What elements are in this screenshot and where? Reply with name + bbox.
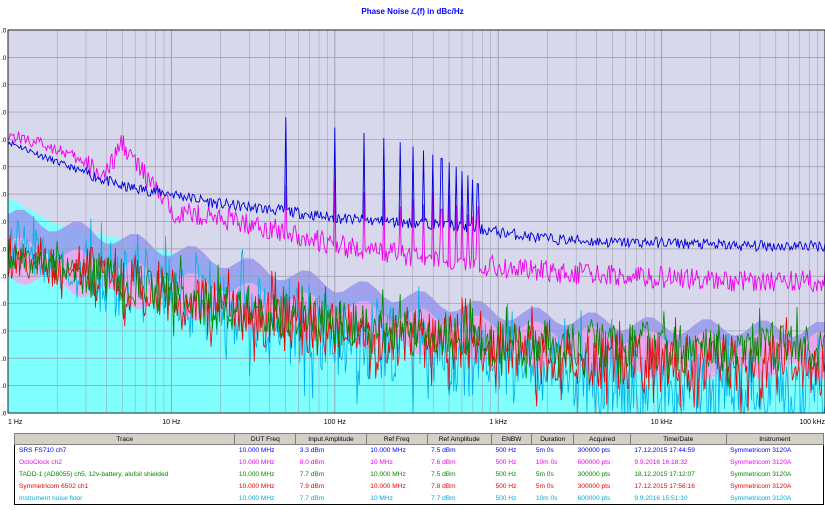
legend-cell: 9.9.2016 16:18:32 — [634, 459, 688, 467]
legend-cell: 7.7 dBm — [299, 470, 325, 478]
legend-cell: Symmetricom 3120A — [730, 459, 792, 467]
legend-header-row: Trace DUT Freq Input Amplitude Ref Freq Ref … — [13, 433, 825, 445]
chart-title: Phase Noise ℒ(f) in dBc/Hz — [361, 7, 464, 16]
legend-cell: 10 MHz — [370, 494, 393, 502]
y-tick-label: .0 — [1, 164, 7, 171]
legend-cell: 9.9.2016 15:51:10 — [634, 494, 688, 502]
series-line — [7, 131, 825, 293]
x-tick-label: 1 Hz — [8, 419, 23, 426]
legend-cell: 300000 pts — [577, 447, 611, 455]
legend-cell: 600000 pts — [577, 459, 611, 467]
y-tick-label: .0 — [1, 246, 7, 253]
legend-header-cell: DUT Freq — [234, 433, 297, 445]
legend-cell: 10m 0s — [535, 494, 558, 502]
y-tick-label: .0 — [1, 110, 7, 117]
legend-cell: 10.000 MHz — [238, 470, 275, 478]
legend-header-cell: Acquired — [573, 433, 631, 445]
legend-cell: 5m 0s — [535, 470, 554, 478]
y-tick-label: .0 — [1, 356, 7, 363]
y-tick-label: .0 — [1, 274, 7, 281]
legend-cell: 7.5 dBm — [431, 447, 456, 455]
x-tick-label: 1 kHz — [489, 419, 507, 426]
legend-cell: Instrument noise floor — [19, 494, 83, 502]
legend-cell: 7.7 dBm — [431, 494, 456, 502]
legend-cell: 5m 0s — [535, 447, 554, 455]
legend-cell: 500 Hz — [495, 470, 517, 478]
legend-cell: 7.6 dBm — [431, 459, 456, 467]
legend-row: Symmetricom 6502 ch1 10.000 MHz 7.9 dBm 10.… — [15, 480, 824, 492]
y-tick-label: .0 — [1, 28, 7, 35]
legend-cell: 500 Hz — [495, 494, 517, 502]
legend-cell: 8.0 dBm — [299, 459, 325, 467]
legend-cell: Symmetricom 3120A — [730, 494, 792, 502]
legend-cell: 10.000 MHz — [238, 447, 275, 455]
legend-row: SRS FS710 ch7 10.000 MHz 3.3 dBm 10.000 MHz… — [15, 445, 824, 457]
legend-cell: 17.12.2015 17:44:59 — [634, 447, 695, 455]
y-tick-label: .0 — [1, 137, 7, 144]
legend-cell: 10.000 MHz — [238, 494, 275, 502]
x-tick-label: 100 kHz — [799, 419, 825, 426]
legend-cell: 18.12.2015 17:12:07 — [634, 470, 695, 478]
pink-uncertainty-band — [8, 237, 825, 379]
series-line — [7, 117, 825, 253]
legend-cell: 500 Hz — [495, 482, 517, 490]
legend-cell: 300000 pts — [577, 470, 611, 478]
legend-cell: SRS FS710 ch7 — [19, 447, 67, 455]
legend-row: TADD-1 (AD8055) ch5, 12v-battery, alufoi… — [15, 469, 824, 481]
legend-cell: 10m 0s — [535, 459, 558, 467]
legend-cell: 600000 pts — [577, 494, 611, 502]
series-line — [7, 238, 825, 387]
legend-cell: Symmetricom 6502 ch1 — [19, 482, 89, 490]
legend-header-cell: Input Amplitude — [295, 433, 367, 445]
y-tick-label: .0 — [1, 328, 7, 335]
y-tick-label: .0 — [1, 82, 7, 89]
legend-cell: 500 Hz — [495, 459, 517, 467]
y-tick-label: .0 — [1, 192, 7, 199]
legend-header-cell: Ref Amplitude — [426, 433, 492, 445]
y-tick-label: .0 — [1, 301, 7, 308]
legend-cell: Symmetricom 3120A — [730, 447, 792, 455]
legend-cell: 7.5 dBm — [431, 470, 456, 478]
legend-header-cell: Duration — [531, 433, 575, 445]
legend-cell: 10.000 MHz — [370, 470, 406, 478]
legend-row: OctoClock ch2 10.000 MHz 8.0 dBm 10 MHz 7.6 … — [15, 457, 824, 469]
legend-cell: 10.000 MHz — [238, 459, 275, 467]
legend-cell: 10.000 MHz — [370, 482, 406, 490]
legend-cell: OctoClock ch2 — [19, 459, 62, 467]
legend-cell: 5m 0s — [535, 482, 554, 490]
legend-cell: 300000 pts — [577, 482, 611, 490]
legend-cell: 10.000 MHz — [238, 482, 275, 490]
y-tick-label: .0 — [1, 411, 7, 418]
plot-frame — [7, 29, 825, 414]
legend-header-cell: Ref Freq — [365, 433, 428, 445]
legend-header-cell: Trace — [13, 433, 236, 445]
trace-legend-table: Trace DUT Freq Input Amplitude Ref Freq Ref … — [13, 433, 825, 505]
y-tick-label: .0 — [1, 383, 7, 390]
legend-cell: TADD-1 (AD8055) ch5, 12v-battery, alufoi… — [19, 470, 169, 478]
x-tick-label: 100 Hz — [324, 419, 347, 426]
legend-cell: 10.000 MHz — [370, 447, 406, 455]
x-tick-label: 10 Hz — [162, 419, 181, 426]
phase-noise-plot: .0.0.0.0.0.0.0.0.0.0.0.0.0.0.01 Hz 10 Hz 1… — [1, 28, 825, 426]
legend-header-cell: Time/Date — [629, 433, 727, 445]
legend-cell: 500 Hz — [495, 447, 517, 455]
legend-row: Instrument noise floor 10.000 MHz 7.7 dBm 1… — [15, 492, 824, 504]
legend-cell: 10 MHz — [370, 459, 393, 467]
legend-cell: Symmetricom 3120A — [730, 470, 792, 478]
legend-cell: 3.3 dBm — [299, 447, 325, 455]
legend-body: SRS FS710 ch7 10.000 MHz 3.3 dBm 10.000 MHz… — [15, 445, 824, 505]
y-tick-label: .0 — [1, 55, 7, 62]
legend-cell: 17.12.2015 17:56:16 — [634, 482, 695, 490]
x-tick-label: 10 kHz — [651, 419, 673, 426]
legend-cell: 7.9 dBm — [299, 482, 325, 490]
blue-uncertainty-band — [8, 209, 825, 376]
legend-header-cell: ENBW — [490, 433, 533, 445]
legend-cell: 7.7 dBm — [299, 494, 325, 502]
legend-cell: 7.8 dBm — [431, 482, 456, 490]
legend-header-cell: Instrument — [725, 433, 825, 445]
legend-cell: Symmetricom 3120A — [730, 482, 792, 490]
y-tick-label: .0 — [1, 219, 7, 226]
